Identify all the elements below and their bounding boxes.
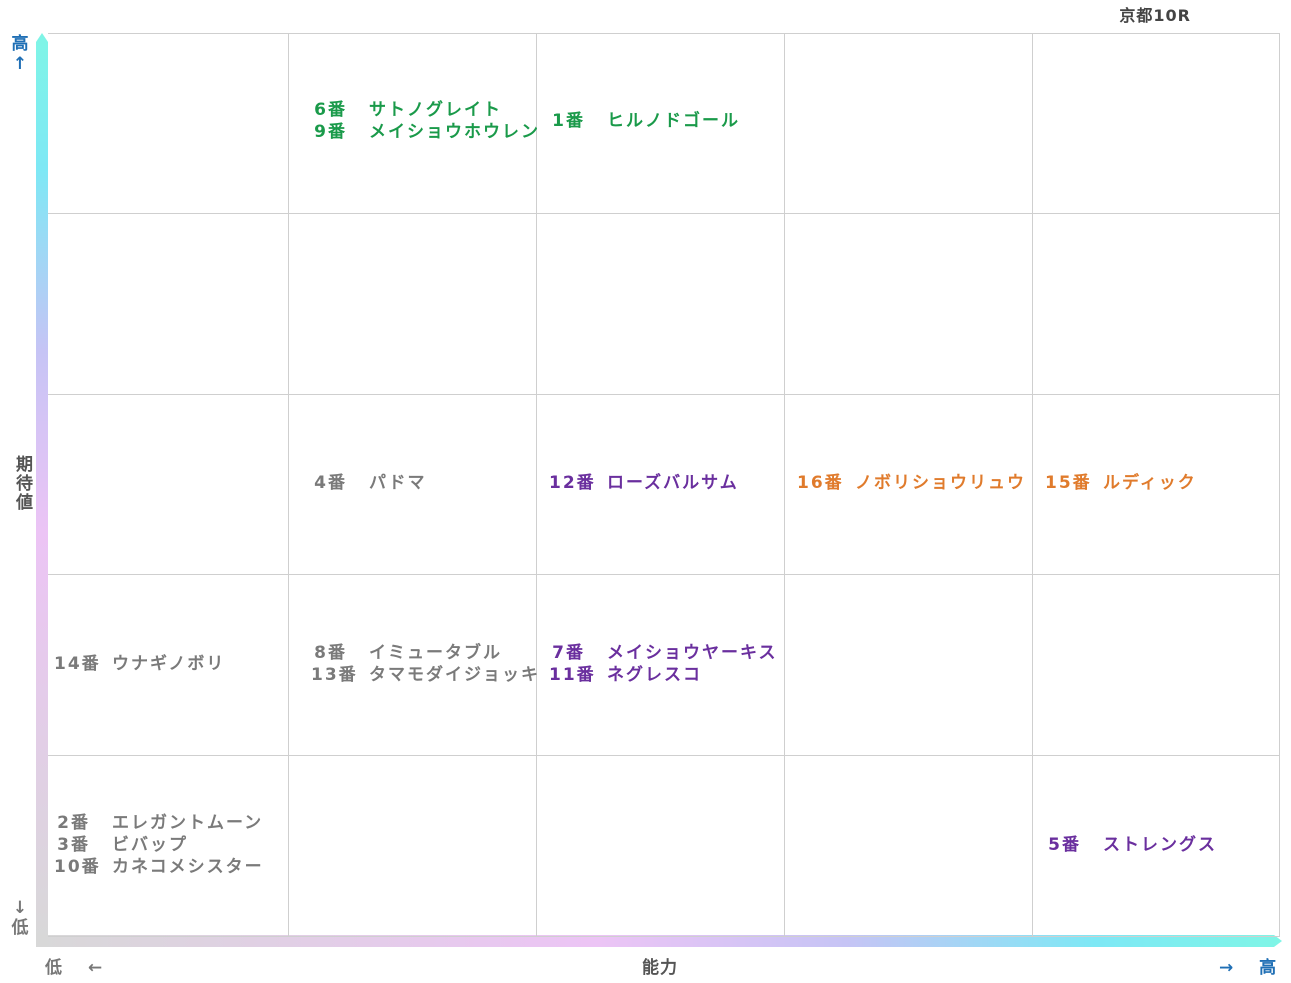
y-axis-bar <box>36 33 48 942</box>
cell-entries: 2番 エレガントムーン 3番 ビバップ 10番 カネコメシスター <box>54 812 264 878</box>
grid-cell <box>289 575 537 757</box>
grid-cell <box>785 33 1033 214</box>
grid-cell <box>785 756 1033 937</box>
x-axis-title: 能力 <box>642 958 678 978</box>
horse-entry: 5番 ストレングス <box>1045 834 1217 856</box>
horse-name: サトノグレイト <box>369 100 502 121</box>
grid-cell <box>537 756 785 937</box>
horse-entry: 3番 ビバップ <box>54 834 264 856</box>
x-axis-high-label: → 高 <box>1219 958 1277 978</box>
left-arrow-icon: ← <box>87 958 103 978</box>
grid-cell <box>48 575 289 757</box>
grid-cell <box>289 756 537 937</box>
down-arrow-icon: ↓ <box>12 898 28 918</box>
horse-name: メイショウヤーキス <box>607 642 778 663</box>
horse-number: 8番 <box>314 642 347 663</box>
horse-number: 3番 <box>57 834 90 855</box>
grid-cell <box>48 756 289 937</box>
horse-entry: 1番 ヒルノドゴール <box>549 110 740 132</box>
horse-name: メイショウホウレン <box>369 122 540 143</box>
cell-entries: 8番 イミュータブル 13番 タマモダイジョッキ <box>311 642 540 686</box>
grid-cell <box>785 213 1033 395</box>
grid-cell <box>1033 395 1280 576</box>
horse-number: 15番 <box>1045 473 1092 493</box>
horse-name: ウナギノボリ <box>112 653 226 674</box>
horse-entry: 14番 ウナギノボリ <box>54 653 225 675</box>
horse-entry: 4番 パドマ <box>311 472 427 494</box>
y-axis-title: 期待値 <box>12 455 32 512</box>
horse-name: ルディック <box>1103 473 1197 493</box>
horse-entry: 6番 サトノグレイト <box>311 99 540 121</box>
x-axis-low-label: 低 ← <box>45 958 103 978</box>
grid-cell <box>289 394 537 576</box>
horse-name: ヒルノドゴール <box>607 111 740 132</box>
horse-number: 6番 <box>314 100 347 121</box>
horse-name: エレガントムーン <box>112 812 264 833</box>
grid-cell <box>785 394 1033 576</box>
grid-cell <box>1033 756 1280 937</box>
cell-entries: 4番 パドマ <box>311 472 427 494</box>
grid-cell <box>48 213 289 395</box>
horse-number: 4番 <box>314 473 347 493</box>
cell-entries: 12番 ローズバルサム <box>549 472 739 494</box>
horse-entry: 7番 メイショウヤーキス <box>549 642 778 664</box>
grid-cell <box>537 33 785 214</box>
horse-number: 10番 <box>54 856 101 877</box>
grid-cell <box>1033 575 1280 757</box>
grid-cell <box>48 33 289 214</box>
horse-entry: 15番 ルディック <box>1045 472 1197 494</box>
cell-entries: 5番 ストレングス <box>1045 834 1217 856</box>
grid-cell <box>48 394 289 576</box>
cell-entries: 14番 ウナギノボリ <box>54 653 225 675</box>
cell-entries: 7番 メイショウヤーキス 11番 ネグレスコ <box>549 642 778 686</box>
horse-name: イミュータブル <box>369 642 502 663</box>
horse-number: 12番 <box>549 473 596 493</box>
race-title: 京都10R <box>1119 6 1191 25</box>
horse-entry: 8番 イミュータブル <box>311 642 540 664</box>
horse-entry: 10番 カネコメシスター <box>54 856 264 878</box>
horse-number: 14番 <box>54 653 101 674</box>
horse-number: 1番 <box>552 111 585 132</box>
horse-name: パドマ <box>369 473 427 493</box>
horse-number: 9番 <box>314 122 347 143</box>
horse-number: 5番 <box>1048 834 1081 855</box>
grid-cell <box>289 33 537 214</box>
horse-number: 11番 <box>549 664 596 685</box>
grid-cell <box>1033 214 1280 395</box>
horse-name: ビバップ <box>112 834 188 855</box>
right-arrow-icon: → <box>1219 958 1234 978</box>
horse-name: ノボリショウリュウ <box>855 473 1026 493</box>
up-arrow-icon: ↑ <box>12 54 28 74</box>
grid-cell <box>537 213 785 395</box>
horse-entry: 13番 タマモダイジョッキ <box>311 664 540 686</box>
grid-cell <box>785 575 1033 757</box>
horse-number: 16番 <box>797 473 844 493</box>
horse-entry: 9番 メイショウホウレン <box>311 121 540 143</box>
x-axis-bar <box>36 935 1282 947</box>
horse-number: 7番 <box>552 642 585 663</box>
y-axis-high-label: 高 ↑ <box>11 34 29 74</box>
horse-number: 2番 <box>57 812 90 833</box>
grid-cell <box>537 394 785 576</box>
horse-name: ストレングス <box>1103 834 1217 855</box>
horse-entry: 11番 ネグレスコ <box>549 664 778 686</box>
y-axis-low-label: ↓ 低 <box>11 898 29 938</box>
horse-entry: 2番 エレガントムーン <box>54 812 264 834</box>
chart-grid: 6番 サトノグレイト 9番 メイショウホウレン 1番 ヒルノドゴール 4番 パドマ 12番 ローズ… <box>48 33 1280 937</box>
cell-entries: 16番 ノボリショウリュウ <box>797 472 1026 494</box>
cell-entries: 1番 ヒルノドゴール <box>549 110 740 132</box>
cell-entries: 6番 サトノグレイト 9番 メイショウホウレン <box>311 99 540 143</box>
grid-cell <box>289 213 537 395</box>
horse-name: ローズバルサム <box>607 473 739 493</box>
grid-cell <box>537 575 785 757</box>
horse-name: ネグレスコ <box>607 664 702 685</box>
horse-name: タマモダイジョッキ <box>369 664 540 685</box>
grid-cell <box>1033 33 1280 214</box>
horse-name: カネコメシスター <box>112 856 264 877</box>
horse-entry: 16番 ノボリショウリュウ <box>797 472 1026 494</box>
cell-entries: 15番 ルディック <box>1045 472 1197 494</box>
horse-number: 13番 <box>311 664 358 685</box>
horse-entry: 12番 ローズバルサム <box>549 472 739 494</box>
